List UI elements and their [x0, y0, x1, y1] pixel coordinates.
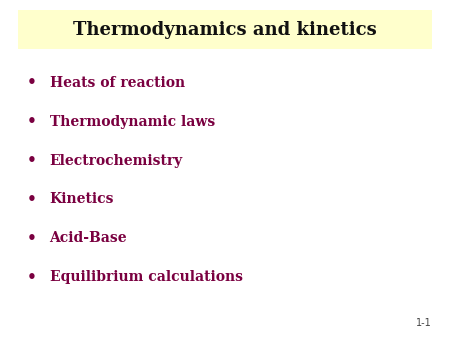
- Text: Thermodynamics and kinetics: Thermodynamics and kinetics: [73, 21, 377, 39]
- Text: Kinetics: Kinetics: [50, 192, 114, 207]
- Text: •: •: [27, 270, 36, 285]
- Text: Thermodynamic laws: Thermodynamic laws: [50, 115, 215, 129]
- Text: •: •: [27, 231, 36, 246]
- Text: •: •: [27, 192, 36, 207]
- FancyBboxPatch shape: [18, 10, 432, 49]
- Text: •: •: [27, 153, 36, 168]
- Text: 1-1: 1-1: [416, 318, 432, 328]
- Text: Electrochemistry: Electrochemistry: [50, 153, 183, 168]
- Text: Equilibrium calculations: Equilibrium calculations: [50, 270, 243, 284]
- Text: •: •: [27, 75, 36, 90]
- Text: Acid-Base: Acid-Base: [50, 231, 127, 245]
- Text: •: •: [27, 114, 36, 129]
- Text: Heats of reaction: Heats of reaction: [50, 76, 184, 90]
